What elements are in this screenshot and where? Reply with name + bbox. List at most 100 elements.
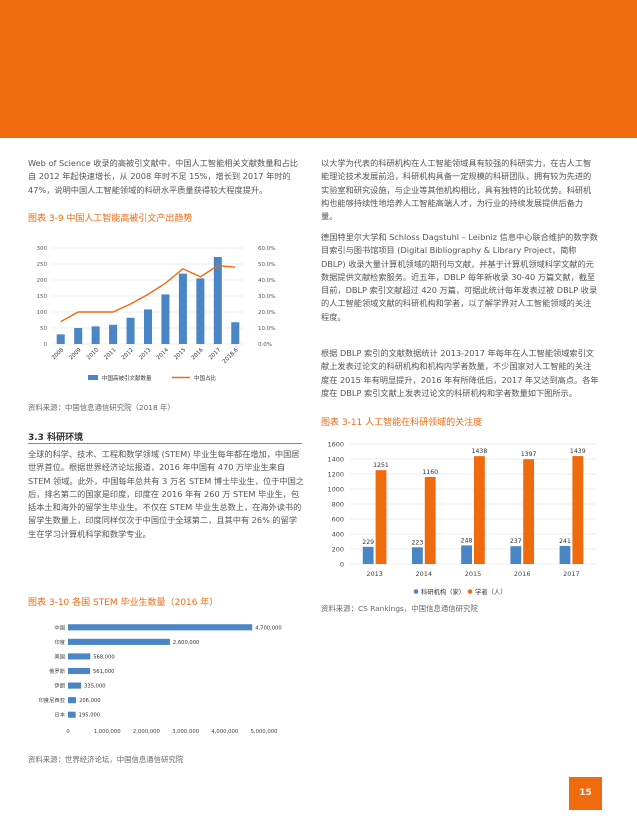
data-label: 1397 <box>521 451 537 458</box>
x-tick-label: 2010 <box>86 347 100 361</box>
figure-3-10-caption: 图表 3-10 各国 STEM 毕业生数量（2016 年） <box>28 598 219 608</box>
figure-3-10-chart: 中国 4,700,000 印度 2,600,000 美国 568,000 俄罗斯 561,00… <box>39 623 282 735</box>
y2-tick-label: 20.0% <box>258 310 275 316</box>
bar-scholars <box>474 456 485 564</box>
x-tick-label: 2014 <box>156 347 170 361</box>
bar <box>126 317 135 344</box>
y-tick-label: 1000 <box>327 486 344 494</box>
header-banner <box>0 0 637 138</box>
y-category-label: 美国 <box>54 652 65 660</box>
bar <box>178 273 187 344</box>
y2-tick-label: 30.0% <box>258 294 275 300</box>
figure-3-10-source: 资料来源：世界经济论坛，中国信息通信研究院 <box>28 755 184 764</box>
y-tick-label: 150 <box>37 294 48 300</box>
bar <box>56 334 65 344</box>
data-label: 4,700,000 <box>255 625 281 631</box>
intro-paragraph: Web of Science 收录的高被引文献中，中国人工智能相关文献数量和占比… <box>28 158 298 195</box>
data-label: 248 <box>461 537 473 544</box>
series-line-china-share <box>60 264 236 323</box>
data-label: 2,600,000 <box>173 640 199 646</box>
section-heading-rule <box>28 443 302 444</box>
y-category-label: 中国 <box>54 623 65 631</box>
x-tick-label: 3,000,000 <box>172 729 200 735</box>
x-tick-label: 2013 <box>138 347 152 361</box>
x-tick-label: 1,000,000 <box>94 729 122 735</box>
x-tick-label: 2013 <box>366 570 383 578</box>
bar <box>161 294 170 344</box>
bar <box>74 328 83 344</box>
data-label: 237 <box>510 538 522 545</box>
legend-swatch-scholars <box>467 589 473 594</box>
x-tick-label: 4,000,000 <box>211 729 239 735</box>
y-tick-label: 600 <box>332 516 344 524</box>
bar <box>68 682 82 689</box>
data-label: 1160 <box>422 469 438 476</box>
data-label: 223 <box>411 539 423 546</box>
y2-tick-label: 50.0% <box>258 262 275 268</box>
data-label: 195,000 <box>79 713 100 719</box>
bar <box>68 711 76 718</box>
legend-swatch-bars <box>88 375 98 380</box>
y-tick-label: 100 <box>37 310 48 316</box>
bar <box>68 638 170 645</box>
x-tick-label: 2008 <box>51 347 65 361</box>
y2-tick-label: 0.0% <box>258 342 272 348</box>
y-tick-label: 200 <box>332 546 344 554</box>
bar-scholars <box>375 470 387 564</box>
legend-label: 中国高被引文献数量 <box>102 374 152 382</box>
figure-3-9-chart: 0 50 100 150 200 250 300 0.0% 10.0% 20.0% 30.0% 40.… <box>37 246 276 382</box>
y-tick-label: 800 <box>332 501 344 509</box>
legend-label: 中国占比 <box>194 374 217 382</box>
x-tick-label: 2015 <box>173 347 187 361</box>
data-label: 568,000 <box>93 654 114 660</box>
bar <box>68 697 77 704</box>
bar-institutions <box>461 545 472 564</box>
data-label: 561,000 <box>93 669 114 675</box>
figure-3-11-chart: 0 200 400 600 800 1000 1200 1400 1600 229 1251 2013… <box>327 441 596 596</box>
x-tick-label: 2,000,000 <box>133 729 161 735</box>
y-tick-label: 50 <box>40 326 47 332</box>
figure-3-9-caption: 图表 3-9 中国人工智能高被引文产出趋势 <box>28 214 193 224</box>
bar-institutions <box>411 547 423 564</box>
legend-label: 科研机构（家） <box>421 587 465 596</box>
bar <box>213 256 222 344</box>
x-tick-label: 2011 <box>103 347 117 361</box>
data-label: 229 <box>362 539 374 546</box>
bar-scholars <box>572 456 584 564</box>
x-tick-label: 2016 <box>191 347 205 361</box>
x-tick-label: 2017 <box>208 347 222 361</box>
section-heading: 3.3 科研环境 <box>28 433 84 443</box>
y-tick-label: 0 <box>340 561 344 569</box>
x-tick-label: 2017 <box>563 570 580 578</box>
section-body: 全球的科学、技术、工程和数学领域 (STEM) 毕业生每年都在增加，中国居世界首… <box>28 449 304 539</box>
right-paragraph-2: 德国特里尔大学和 Schloss Dagstuhl – Leibniz 信息中心… <box>321 232 598 322</box>
data-label: 206,000 <box>79 698 100 704</box>
bar-institutions <box>362 546 374 564</box>
figure-3-11-source: 资料来源：CS Rankings，中国信息通信研究院 <box>321 604 478 613</box>
x-tick-label: 2009 <box>68 347 82 361</box>
figure-3-9-source: 资料来源：中国信息通信研究院（2018 年） <box>28 403 175 412</box>
data-label: 1438 <box>472 448 488 455</box>
bar <box>143 309 153 344</box>
figure-3-11-caption: 图表 3-11 人工智能在科研领域的关注度 <box>321 418 483 428</box>
x-tick-label: 2018.6 <box>222 347 240 365</box>
bar <box>231 322 240 344</box>
x-tick-label: 0 <box>66 729 70 735</box>
bar-scholars <box>424 477 436 564</box>
data-label: 1439 <box>570 448 586 455</box>
x-tick-label: 2015 <box>465 570 482 578</box>
y2-tick-label: 10.0% <box>258 326 275 332</box>
bar <box>68 624 253 631</box>
y-tick-label: 1600 <box>327 441 344 449</box>
y-category-label: 日本 <box>54 711 65 719</box>
data-label: 1251 <box>373 462 389 469</box>
y-tick-label: 1400 <box>327 456 344 464</box>
y-tick-label: 250 <box>37 262 48 268</box>
x-tick-label: 2016 <box>514 570 531 578</box>
y2-tick-label: 60.0% <box>258 246 275 252</box>
x-tick-label: 2014 <box>416 570 433 578</box>
bar-scholars <box>523 459 535 564</box>
data-label: 241 <box>559 538 571 545</box>
x-tick-label: 5,000,000 <box>251 729 279 735</box>
bar-institutions <box>559 545 571 564</box>
